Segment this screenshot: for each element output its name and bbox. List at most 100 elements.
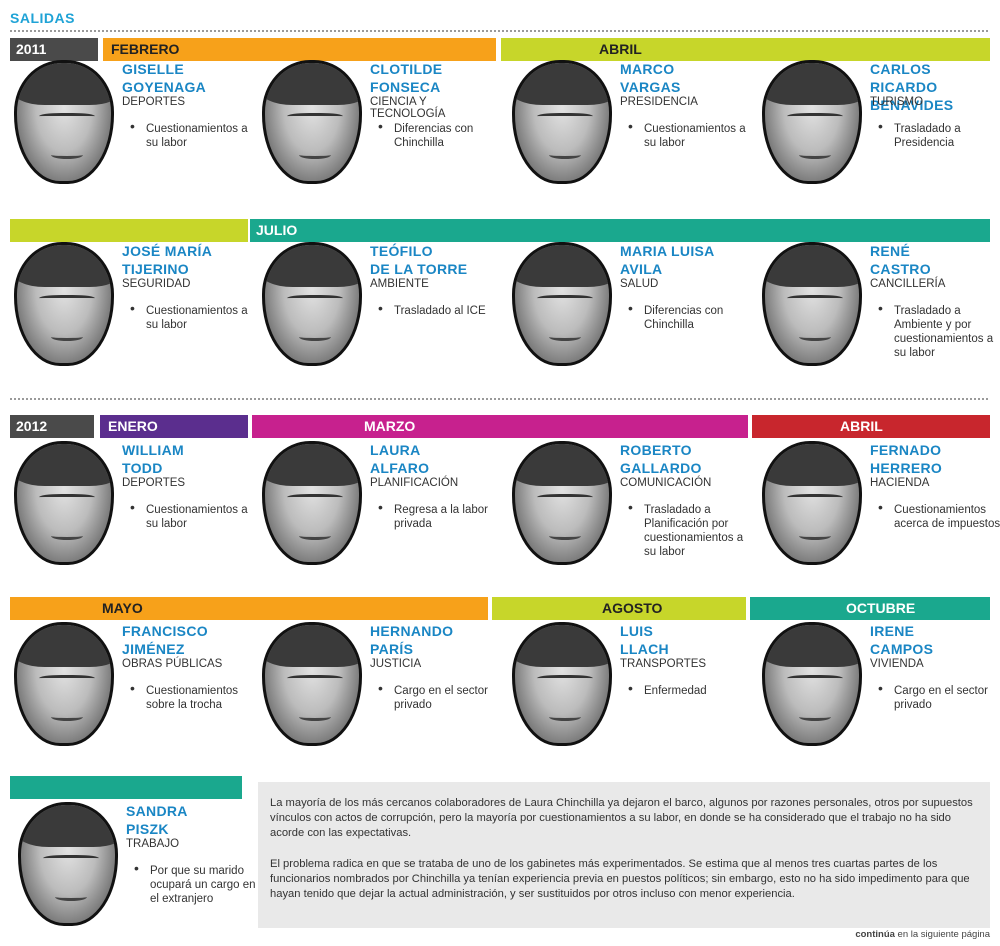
bullet-icon: • bbox=[878, 118, 883, 134]
person-name: IRENE CAMPOS bbox=[870, 623, 934, 657]
person-card: IRENE CAMPOS VIVIENDA • Cargo en el secto… bbox=[758, 622, 998, 772]
portrait bbox=[262, 242, 362, 366]
month-band-abril-2012: ABRIL bbox=[752, 415, 990, 438]
person-name: MARIA LUISA AVILA bbox=[620, 243, 715, 277]
person-name: HERNANDO PARÍS bbox=[370, 623, 454, 657]
person-reason: Cuestionamien­tos a su labor bbox=[146, 305, 248, 331]
person-name: LAURA ALFARO bbox=[370, 442, 430, 476]
person-department: JUSTICIA bbox=[370, 658, 422, 670]
section-title: SALIDAS bbox=[10, 10, 75, 26]
person-department: HACIENDA bbox=[870, 477, 930, 489]
person-name: RENÉ CASTRO bbox=[870, 243, 931, 277]
month-band-marzo: MARZO bbox=[252, 415, 748, 438]
portrait bbox=[512, 242, 612, 366]
portrait bbox=[18, 802, 118, 926]
person-card: CLOTILDE FONSECA CIENCIA Y TECNOLOGÍA • D… bbox=[258, 60, 498, 210]
person-card: LAURA ALFARO PLANIFICACIÓN • Regresa a la… bbox=[258, 441, 498, 591]
person-card: FERNADO HERRERO HACIENDA • Cuestionamien­… bbox=[758, 441, 1000, 591]
person-name: GISELLE GOYENAGA bbox=[122, 61, 207, 95]
portrait bbox=[512, 622, 612, 746]
person-department: TRANSPORTES bbox=[620, 658, 707, 670]
bullet-icon: • bbox=[378, 300, 383, 316]
summary-box: La mayoría de los más cercanos colaborad… bbox=[258, 782, 990, 928]
month-band-octubre-continued bbox=[10, 776, 242, 799]
divider-middle bbox=[10, 398, 988, 400]
continue-note-strong: continúa bbox=[855, 929, 895, 940]
divider-top bbox=[10, 30, 988, 32]
person-name: MARCO VARGAS bbox=[620, 61, 681, 95]
person-name: TEÓFILO DE LA TORRE bbox=[370, 243, 468, 277]
person-card: LUIS LLACH TRANSPORTES • Enfermedad bbox=[508, 622, 748, 772]
person-department: VIVIENDA bbox=[870, 658, 924, 670]
portrait bbox=[762, 60, 862, 184]
person-name: CARLOS RICARDO BENAVIDES bbox=[870, 61, 954, 113]
portrait bbox=[14, 60, 114, 184]
person-department: OBRAS PÚBLICAS bbox=[122, 658, 223, 670]
person-reason: Regresa a la la­bor privada bbox=[394, 504, 488, 530]
bullet-icon: • bbox=[130, 680, 135, 696]
person-department: PLANIFICACIÓN bbox=[370, 477, 459, 489]
month-band-agosto: AGOSTO bbox=[492, 597, 746, 620]
person-card: HERNANDO PARÍS JUSTICIA • Cargo en el sec… bbox=[258, 622, 498, 772]
person-reason: Diferencias con Chinchilla bbox=[394, 123, 474, 149]
bullet-icon: • bbox=[130, 499, 135, 515]
portrait bbox=[512, 60, 612, 184]
person-card: MARIA LUISA AVILA SALUD • Diferencias con… bbox=[508, 242, 748, 392]
person-department: DEPORTES bbox=[122, 96, 186, 108]
person-reason: Trasladado a Planificación por cuestiona… bbox=[644, 504, 744, 558]
bullet-icon: • bbox=[134, 860, 139, 876]
month-band-abril-2011: ABRIL bbox=[501, 38, 990, 61]
bullet-icon: • bbox=[878, 680, 883, 696]
bullet-icon: • bbox=[130, 300, 135, 316]
bullet-icon: • bbox=[628, 118, 633, 134]
portrait bbox=[14, 441, 114, 565]
person-department: TRABAJO bbox=[126, 838, 180, 850]
person-name: ROBERTO GALLARDO bbox=[620, 442, 702, 476]
portrait bbox=[262, 622, 362, 746]
month-band-mayo: MAYO bbox=[10, 597, 488, 620]
person-card: SANDRA PISZK TRABAJO • Por que su marido … bbox=[14, 802, 256, 946]
month-label: ABRIL bbox=[599, 41, 642, 57]
person-name: FRANCISCO JIMÉNEZ bbox=[122, 623, 208, 657]
month-label: ABRIL bbox=[840, 418, 883, 434]
person-reason: Cargo en el sec­tor privado bbox=[394, 685, 488, 711]
person-name: LUIS LLACH bbox=[620, 623, 669, 657]
person-card: CARLOS RICARDO BENAVIDES TURISMO • Trasla… bbox=[758, 60, 998, 210]
person-name: CLOTILDE FONSECA bbox=[370, 61, 443, 95]
month-label: AGOSTO bbox=[602, 600, 663, 616]
person-reason: Cargo en el sector privado bbox=[894, 685, 988, 711]
bullet-icon: • bbox=[628, 499, 633, 515]
person-reason: Trasladado a Ambiente y por cuestionamie… bbox=[894, 305, 994, 359]
bullet-icon: • bbox=[130, 118, 135, 134]
person-reason: Cuestionamien­tos sobre la tro­cha bbox=[146, 685, 239, 711]
month-label: ENERO bbox=[108, 418, 158, 434]
bullet-icon: • bbox=[878, 499, 883, 515]
month-band-octubre: OCTUBRE bbox=[750, 597, 990, 620]
person-department: PRESIDENCIA bbox=[620, 96, 698, 108]
person-department: CANCILLERÍA bbox=[870, 278, 946, 290]
person-department: AMBIENTE bbox=[370, 278, 429, 290]
continue-note: continúa en la siguiente página bbox=[855, 929, 990, 940]
portrait bbox=[262, 60, 362, 184]
portrait bbox=[512, 441, 612, 565]
portrait bbox=[14, 242, 114, 366]
person-card: JOSÉ MARÍA TIJERINO SEGURIDAD • Cuestiona… bbox=[10, 242, 250, 392]
month-label: OCTUBRE bbox=[846, 600, 916, 616]
person-reason: Enfermedad bbox=[644, 685, 707, 697]
person-reason: Trasladado a Presidencia bbox=[894, 123, 961, 149]
summary-paragraph: La mayoría de los más cercanos colaborad… bbox=[270, 797, 973, 839]
person-name: SANDRA PISZK bbox=[126, 803, 188, 837]
month-label: JULIO bbox=[256, 222, 298, 238]
bullet-icon: • bbox=[378, 680, 383, 696]
person-name: WILLIAM TODD bbox=[122, 442, 184, 476]
person-card: GISELLE GOYENAGA DEPORTES • Cuestionamien… bbox=[10, 60, 250, 210]
year-label-2011: 2011 bbox=[10, 38, 98, 61]
person-card: RENÉ CASTRO CANCILLERÍA • Trasladado a Am… bbox=[758, 242, 998, 392]
person-card: WILLIAM TODD DEPORTES • Cuestionamien­tos… bbox=[10, 441, 250, 591]
month-label: MAYO bbox=[102, 600, 143, 616]
person-department: DEPORTES bbox=[122, 477, 186, 489]
portrait bbox=[762, 242, 862, 366]
month-band-enero: ENERO bbox=[100, 415, 248, 438]
bullet-icon: • bbox=[878, 300, 883, 316]
portrait bbox=[262, 441, 362, 565]
